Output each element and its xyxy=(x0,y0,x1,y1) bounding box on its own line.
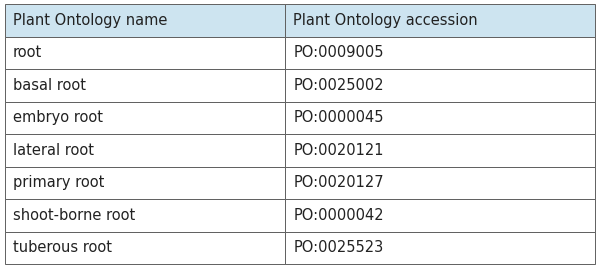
Text: PO:0025523: PO:0025523 xyxy=(293,240,383,255)
Text: PO:0020121: PO:0020121 xyxy=(293,143,384,158)
Bar xyxy=(5,102,285,134)
Text: PO:0009005: PO:0009005 xyxy=(293,45,384,60)
Text: basal root: basal root xyxy=(13,78,86,93)
Text: PO:0020127: PO:0020127 xyxy=(293,175,384,190)
Text: Plant Ontology name: Plant Ontology name xyxy=(13,13,167,28)
Bar xyxy=(5,166,285,199)
Bar xyxy=(285,4,595,36)
Bar xyxy=(285,134,595,166)
Text: PO:0025002: PO:0025002 xyxy=(293,78,384,93)
Text: PO:0000045: PO:0000045 xyxy=(293,110,384,125)
Bar xyxy=(285,102,595,134)
Text: Plant Ontology accession: Plant Ontology accession xyxy=(293,13,478,28)
Text: lateral root: lateral root xyxy=(13,143,94,158)
Bar xyxy=(5,199,285,232)
Bar xyxy=(5,69,285,102)
Bar xyxy=(285,166,595,199)
Text: shoot-borne root: shoot-borne root xyxy=(13,208,135,223)
Bar xyxy=(5,4,285,36)
Bar xyxy=(285,232,595,264)
Bar xyxy=(285,36,595,69)
Bar xyxy=(5,36,285,69)
Bar xyxy=(285,69,595,102)
Text: embryo root: embryo root xyxy=(13,110,103,125)
Text: tuberous root: tuberous root xyxy=(13,240,112,255)
Text: root: root xyxy=(13,45,42,60)
Bar xyxy=(5,232,285,264)
Text: PO:0000042: PO:0000042 xyxy=(293,208,384,223)
Text: primary root: primary root xyxy=(13,175,104,190)
Bar xyxy=(5,134,285,166)
Bar xyxy=(285,199,595,232)
